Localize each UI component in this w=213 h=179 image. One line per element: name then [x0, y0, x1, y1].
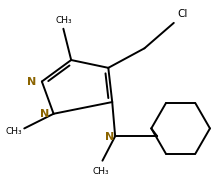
Text: CH₃: CH₃ [55, 16, 72, 25]
Text: N: N [105, 132, 114, 142]
Text: N: N [27, 76, 37, 86]
Text: CH₃: CH₃ [92, 166, 109, 176]
Text: N: N [40, 109, 49, 119]
Text: Cl: Cl [178, 9, 188, 19]
Text: CH₃: CH₃ [6, 127, 22, 136]
